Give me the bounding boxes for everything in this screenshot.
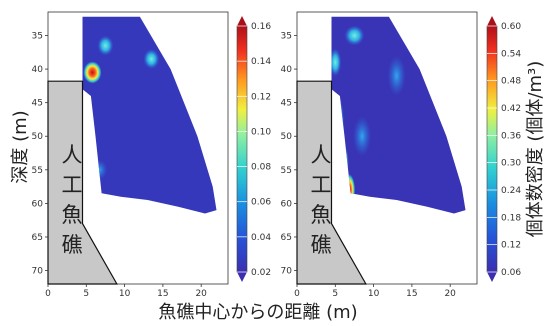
colorbar-extend-max [237,16,247,26]
y-tick-label: 55 [281,166,292,176]
y-tick-label: 60 [281,199,293,209]
x-tick-label: 15 [406,289,417,299]
reef-label-char: 工 [311,173,332,197]
colorbar-gradient [236,25,248,273]
colorbar-tick-label: 0.30 [501,159,521,169]
x-tick-label: 20 [195,289,207,299]
colorbar-tick-label: 0.06 [501,268,521,278]
reef-label-char: 魚 [62,203,83,227]
y-tick-label: 65 [32,233,43,243]
y-tick-label: 50 [32,132,44,142]
density-hotspot [97,35,114,56]
colorbar-tick-label: 0.36 [501,131,521,141]
colorbar-tick-label: 0.02 [251,268,271,278]
y-tick-label: 55 [32,166,43,176]
colorbar-extend-max [487,16,497,26]
colorbar-tick-label: 0.18 [501,213,521,223]
colorbar-tick-label: 0.14 [251,57,271,67]
y-tick-label: 40 [32,65,44,75]
x-tick-label: 5 [332,289,338,299]
colorbar-tick-label: 0.08 [251,163,271,173]
density-hotspot [331,48,342,77]
colorbar-label: 個体数密度 (個体/m³) [525,61,546,238]
y-tick-label: 70 [32,267,44,277]
reef-label-char: 礁 [311,233,332,257]
reef-label-char: 礁 [62,233,83,257]
density-hotspot [344,25,365,46]
y-tick-label: 60 [32,199,44,209]
colorbar-gradient [486,25,498,273]
density-hotspot [353,116,372,157]
y-tick-label: 35 [32,32,43,42]
x-tick-label: 0 [45,289,51,299]
reef-label-char: 人 [62,143,83,167]
y-tick-label: 35 [281,32,292,42]
colorbar-tick-label: 0.60 [501,22,521,32]
reef-label-char: 人 [311,143,332,167]
x-tick-label: 5 [83,289,89,299]
density-field [331,16,466,214]
colorbar-tick-label: 0.16 [251,22,271,32]
x-tick-label: 0 [294,289,300,299]
density-hotspot [143,49,160,70]
artificial-reef-shape [47,80,118,285]
colorbar-extend-min [487,272,497,282]
density-hotspot [83,61,102,84]
y-tick-label: 65 [281,233,292,243]
colorbar-tick-label: 0.12 [251,92,271,102]
colorbar-left: 0.02 0.04 0.06 0.08 0.10 0.12 0.14 0.16 [236,16,271,282]
x-tick-label: 10 [368,289,380,299]
x-axis-label: 魚礁中心からの距離 (m) [158,302,357,323]
colorbar-tick-label: 0.06 [251,198,271,208]
y-tick-label: 45 [32,99,43,109]
reef-label-char: 魚 [311,203,332,227]
artificial-reef-shape [296,80,367,285]
colorbar-right: 0.06 0.12 0.18 0.24 0.30 0.36 0.42 0.48 0.54 0.60… [486,16,546,282]
x-tick-label: 10 [119,289,131,299]
colorbar-tick-label: 0.48 [501,77,521,87]
density-field [82,16,217,214]
colorbar-tick-label: 0.54 [501,49,521,59]
colorbar-tick-label: 0.24 [501,186,521,196]
y-axis-label: 深度 (m) [10,110,31,183]
y-tick-label: 40 [281,65,293,75]
colorbar-extend-min [237,272,247,282]
colorbar-tick-label: 0.04 [251,233,271,243]
colorbar-tick-label: 0.42 [501,104,521,114]
x-tick-label: 15 [157,289,168,299]
density-hotspot [387,55,406,96]
y-tick-label: 45 [281,99,292,109]
y-tick-label: 50 [281,132,293,142]
colorbar-tick-label: 0.10 [251,127,271,137]
x-tick-label: 20 [444,289,456,299]
y-tick-label: 70 [281,267,293,277]
colorbar-tick-label: 0.12 [501,241,521,251]
reef-label-char: 工 [62,173,83,197]
